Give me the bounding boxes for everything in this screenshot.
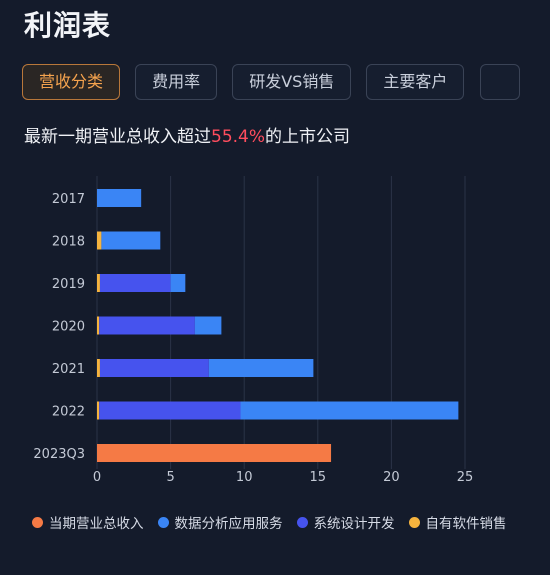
headline-prefix: 最新一期营业总收入超过: [24, 127, 211, 147]
legend-label: 数据分析应用服务: [174, 516, 283, 532]
bar-segment[interactable]: [101, 231, 161, 250]
headline-highlight: 55.4%: [211, 127, 266, 147]
legend-item[interactable]: 自有软件销售: [408, 512, 507, 532]
tab-more[interactable]: [479, 64, 520, 100]
legend-item[interactable]: 系统设计开发: [296, 512, 395, 532]
bar-segment[interactable]: [194, 316, 222, 335]
x-tick-label: 10: [236, 470, 253, 485]
chart-legend: 当期营业总收入 数据分析应用服务 系统设计开发 自有软件销售: [32, 512, 532, 542]
x-tick-label: 5: [166, 470, 174, 485]
bar-segment[interactable]: [97, 401, 100, 420]
bar-segment[interactable]: [97, 359, 100, 377]
y-tick-label: 2018: [52, 235, 85, 250]
bar-segment[interactable]: [99, 359, 209, 377]
revenue-bar-chart: 0 5 10 15 20 25 2017 2018 2019 2020 2021 2022 2023Q3: [33, 176, 474, 485]
legend-label: 系统设计开发: [313, 516, 395, 532]
bar-segment[interactable]: [97, 189, 142, 207]
y-tick-label: 2017: [52, 192, 85, 207]
legend-dot-icon: [296, 516, 308, 528]
bar-segment[interactable]: [99, 274, 171, 292]
bar-segment[interactable]: [208, 359, 314, 377]
x-tick-label: 25: [457, 470, 474, 485]
bar-segment[interactable]: [240, 401, 459, 420]
page-title: 利润表: [24, 9, 112, 42]
tab-major-customers[interactable]: 主要客户: [366, 64, 465, 100]
bar-segment[interactable]: [97, 231, 102, 250]
bar-segment[interactable]: [97, 274, 100, 292]
legend-item[interactable]: 数据分析应用服务: [157, 512, 283, 532]
legend-label: 自有软件销售: [425, 516, 507, 532]
x-tick-label: 20: [383, 470, 400, 485]
legend-dot-icon: [32, 516, 43, 528]
tab-revenue-category[interactable]: 营收分类: [22, 64, 121, 100]
y-tick-label: 2021: [52, 362, 85, 377]
tab-bar: 营收分类 费用率 研发VS销售 主要客户: [22, 64, 550, 102]
y-tick-label: 2019: [52, 277, 85, 292]
legend-dot-icon: [408, 516, 420, 528]
headline-suffix: 的上市公司: [265, 127, 351, 147]
bar-segment[interactable]: [97, 444, 332, 462]
legend-dot-icon: [157, 516, 169, 528]
bar-segment[interactable]: [99, 316, 195, 335]
y-tick-label: 2022: [52, 405, 85, 420]
bar-segment[interactable]: [97, 316, 100, 335]
x-tick-label: 0: [93, 470, 101, 485]
y-tick-label: 2023Q3: [33, 447, 85, 462]
tab-expense-ratio[interactable]: 费用率: [135, 64, 218, 100]
x-tick-label: 15: [310, 470, 327, 485]
headline: 最新一期营业总收入超过55.4%的上市公司: [24, 122, 350, 147]
legend-item[interactable]: 当期营业总收入: [32, 512, 144, 532]
bar-segment[interactable]: [170, 274, 186, 292]
y-tick-label: 2020: [52, 320, 85, 335]
bar-segment[interactable]: [99, 401, 241, 420]
tab-rd-vs-sales[interactable]: 研发VS销售: [232, 64, 352, 100]
legend-label: 当期营业总收入: [49, 516, 144, 532]
